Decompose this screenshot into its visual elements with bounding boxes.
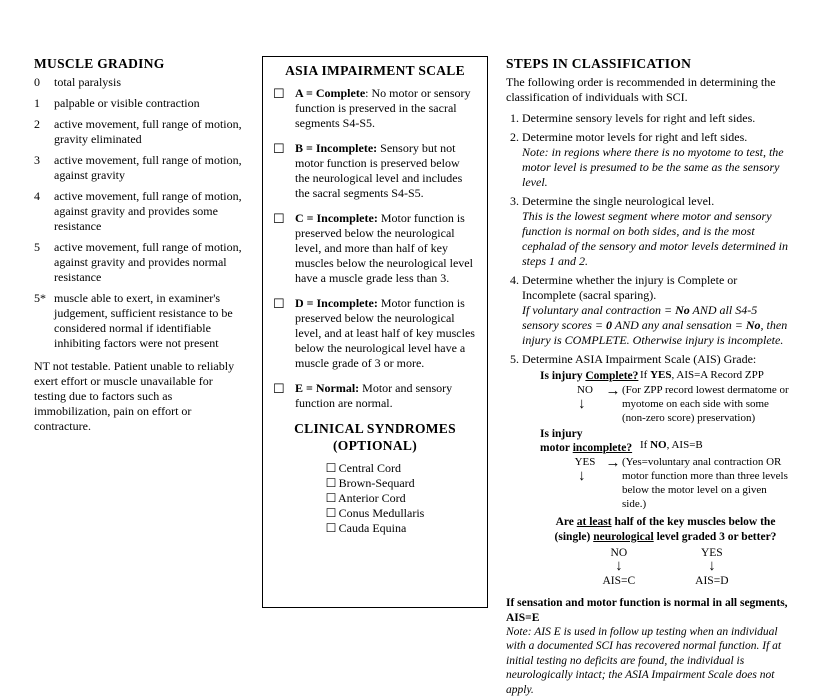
page: MUSCLE GRADING 0total paralysis1palpable… [0,0,825,638]
muscle-grading-list: 0total paralysis1palpable or visible con… [34,75,244,351]
step-2: Determine motor levels for right and lef… [522,130,791,190]
muscle-grade-text: active movement, full range of motion, a… [54,153,244,183]
muscle-grade-row: 2active movement, full range of motion, … [34,117,244,147]
syndrome-item: ☐ Brown-Sequard [326,476,425,491]
muscle-grade-row: 3active movement, full range of motion, … [34,153,244,183]
checkbox-icon: ☐ [273,141,295,201]
muscle-grade-number: 1 [34,96,54,111]
right-arrow-icon: → [604,384,622,399]
ais-e-block: If sensation and motor function is norma… [506,596,791,697]
flow-q2: Is injury motor incomplete? [540,428,632,454]
checkbox-icon: ☐ [326,521,336,536]
ais-row: ☐C = Incomplete: Motor function is prese… [273,211,477,286]
flow-zpp-note: (For ZPP record lowest dermatome or myot… [622,384,791,425]
flow-q3-answers: NO ↓ AIS=C YES ↓ AIS=D [540,546,791,588]
ais-e-heading: If sensation and motor function is norma… [506,597,788,623]
muscle-grade-number: 2 [34,117,54,147]
ais-row: ☐A = Complete: No motor or sensory funct… [273,86,477,131]
muscle-grade-row: 5*muscle able to exert, in examiner's ju… [34,291,244,351]
down-arrow-icon: ↓ [602,560,635,574]
step-3: Determine the single neurological level.… [522,194,791,269]
ais-text: C = Incomplete: Motor function is preser… [295,211,477,286]
checkbox-icon: ☐ [273,381,295,411]
syndrome-item: ☐ Cauda Equina [326,521,425,536]
flow-b-no: If NO, AIS=B [640,427,791,453]
step-4-note: If voluntary anal contraction = No AND a… [522,303,787,347]
muscle-grade-text: active movement, full range of motion, a… [54,189,244,234]
muscle-grading-column: MUSCLE GRADING 0total paralysis1palpable… [34,56,244,608]
muscle-grade-number: 3 [34,153,54,183]
muscle-grade-number: 0 [34,75,54,90]
ais-list: ☐A = Complete: No motor or sensory funct… [273,86,477,411]
syndromes-block: ☐ Central Cord☐ Brown-Sequard☐ Anterior … [326,461,425,536]
ais-row: ☐B = Incomplete: Sensory but not motor f… [273,141,477,201]
step-4-text: Determine whether the injury is Complete… [522,273,737,302]
flow-q3: Are at least half of the key muscles bel… [540,515,791,544]
checkbox-icon: ☐ [326,476,336,491]
flow-a-yes: If YES, AIS=A Record ZPP [640,369,791,383]
steps-intro: The following order is recommended in de… [506,75,791,105]
checkbox-icon: ☐ [273,211,295,286]
muscle-grade-row: 4active movement, full range of motion, … [34,189,244,234]
muscle-grade-number: 4 [34,189,54,234]
down-arrow-icon: ↓ [578,398,604,412]
step-1: Determine sensory levels for right and l… [522,111,791,126]
syndromes-title-1: CLINICAL SYNDROMES [273,421,477,438]
ais-column: ASIA IMPAIRMENT SCALE ☐A = Complete: No … [262,56,488,608]
steps-column: STEPS IN CLASSIFICATION The following or… [506,56,791,608]
checkbox-icon: ☐ [273,296,295,371]
step-5: Determine ASIA Impairment Scale (AIS) Gr… [522,352,791,588]
flow-q1: Is injury Complete? [540,370,638,382]
step-3-text: Determine the single neurological level. [522,194,714,208]
ais-row: ☐E = Normal: Motor and sensory function … [273,381,477,411]
muscle-grade-row: 1palpable or visible contraction [34,96,244,111]
step-2-text: Determine motor levels for right and lef… [522,130,747,144]
ais-e-note: Note: AIS E is used in follow up testing… [506,626,781,696]
muscle-grade-row: 0total paralysis [34,75,244,90]
ais-c-result: AIS=C [602,574,635,588]
nt-note: NT not testable. Patient unable to relia… [34,359,244,434]
ais-text: D = Incomplete: Motor function is preser… [295,296,477,371]
step-2-note: Note: in regions where there is no myoto… [522,145,784,189]
muscle-grade-text: muscle able to exert, in examiner's judg… [54,291,244,351]
syndromes-list: ☐ Central Cord☐ Brown-Sequard☐ Anterior … [273,461,477,536]
down-arrow-icon: ↓ [695,560,728,574]
muscle-grade-text: palpable or visible contraction [54,96,244,111]
ais-title: ASIA IMPAIRMENT SCALE [273,63,477,80]
step-4: Determine whether the injury is Complete… [522,273,791,348]
muscle-grade-number: 5 [34,240,54,285]
checkbox-icon: ☐ [326,461,336,476]
right-arrow-icon: → [604,456,622,471]
flow-chart: Is injury Complete? If YES, AIS=A Record… [540,369,791,588]
muscle-grade-row: 5active movement, full range of motion, … [34,240,244,285]
steps-list: Determine sensory levels for right and l… [506,111,791,588]
syndrome-item: ☐ Anterior Cord [326,491,425,506]
checkbox-icon: ☐ [326,506,336,521]
muscle-grade-text: total paralysis [54,75,244,90]
muscle-grade-text: active movement, full range of motion, g… [54,117,244,147]
down-arrow-icon: ↓ [578,470,604,484]
syndromes-title-2: (OPTIONAL) [273,438,477,455]
steps-title: STEPS IN CLASSIFICATION [506,56,791,73]
syndrome-item: ☐ Central Cord [326,461,425,476]
ais-row: ☐D = Incomplete: Motor function is prese… [273,296,477,371]
ais-text: B = Incomplete: Sensory but not motor fu… [295,141,477,201]
checkbox-icon: ☐ [273,86,295,131]
checkbox-icon: ☐ [326,491,336,506]
syndrome-item: ☐ Conus Medullaris [326,506,425,521]
step-3-note: This is the lowest segment where motor a… [522,209,788,268]
ais-d-result: AIS=D [695,574,728,588]
step-5-text: Determine ASIA Impairment Scale (AIS) Gr… [522,352,756,366]
muscle-grading-title: MUSCLE GRADING [34,56,244,73]
flow-yes-note: (Yes=voluntary anal contraction OR motor… [622,456,791,511]
muscle-grade-number: 5* [34,291,54,351]
ais-text: A = Complete: No motor or sensory functi… [295,86,477,131]
muscle-grade-text: active movement, full range of motion, a… [54,240,244,285]
ais-text: E = Normal: Motor and sensory function a… [295,381,477,411]
